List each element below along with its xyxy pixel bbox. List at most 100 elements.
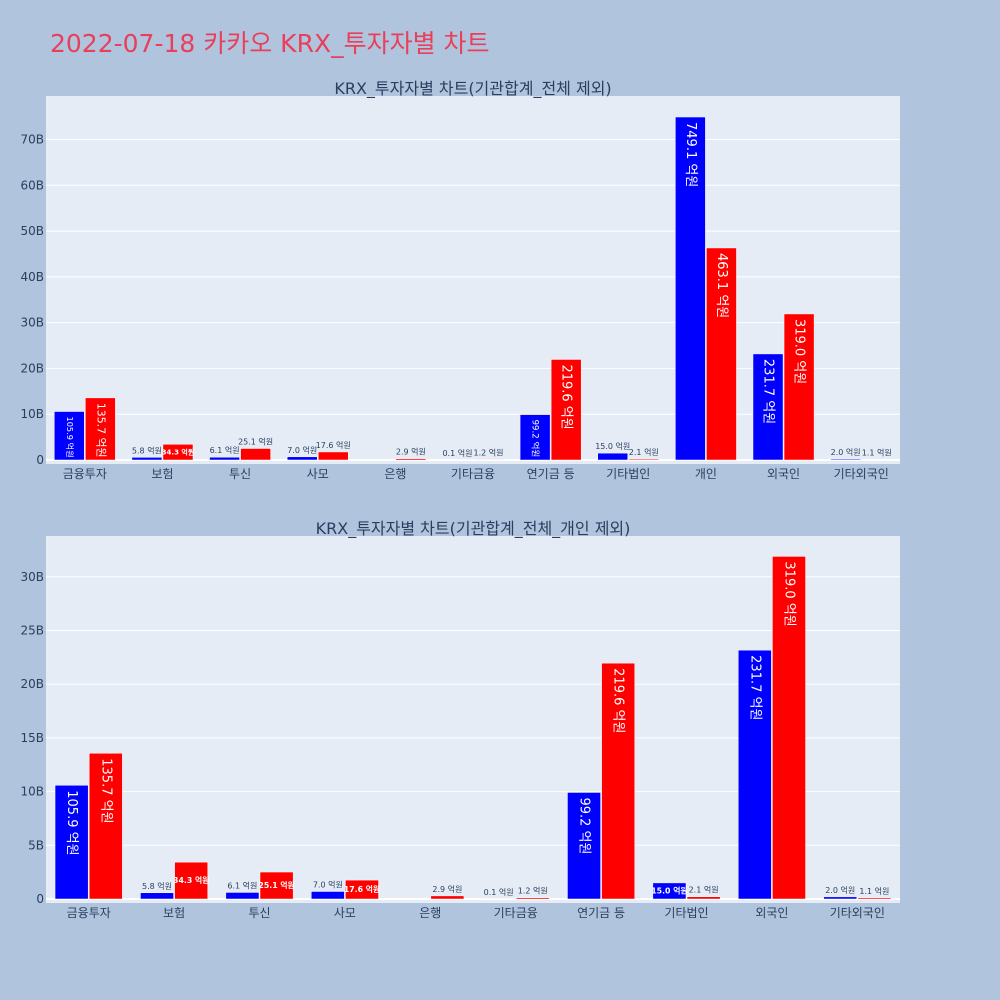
y-tick-label: 50B: [20, 224, 44, 238]
y-tick-label: 5B: [28, 838, 44, 852]
data-label: 34.3 억원: [173, 875, 209, 885]
x-tick-label: 금융투자: [63, 467, 107, 481]
data-label: 2.0 억원: [825, 885, 855, 895]
plot-area: [46, 536, 900, 903]
bar: [317, 451, 349, 461]
bar: [675, 116, 706, 461]
bar: [54, 411, 85, 461]
bar: [85, 397, 116, 461]
data-label: 15.0 억원: [595, 441, 630, 451]
y-tick-label: 20B: [20, 677, 44, 691]
data-label: 231.7 억원: [747, 655, 762, 720]
data-label: 319.0 억원: [792, 319, 807, 384]
bar: [830, 458, 861, 461]
data-label: 17.6 억원: [344, 884, 380, 894]
bar: [652, 882, 687, 900]
data-label: 5.8 억원: [142, 881, 172, 891]
data-label: 0.1 억원: [442, 448, 472, 458]
bar: [162, 444, 194, 461]
data-label: 99.2 억원: [577, 797, 592, 854]
y-tick-label: 30B: [20, 570, 44, 584]
x-tick-label: 사모: [334, 906, 356, 920]
data-label: 219.6 억원: [559, 364, 574, 429]
bar: [686, 896, 721, 900]
y-tick-label: 10B: [20, 785, 44, 799]
bar: [430, 895, 465, 900]
x-tick-label: 외국인: [755, 906, 788, 920]
data-label: 749.1 억원: [683, 122, 698, 187]
data-label: 2.1 억원: [629, 447, 659, 457]
bar: [752, 353, 784, 461]
bar: [823, 896, 858, 900]
x-tick-label: 기타외국인: [830, 906, 885, 920]
x-tick-label: 투신: [229, 467, 251, 481]
data-label: 2.1 억원: [689, 885, 719, 895]
bar: [209, 456, 240, 461]
data-label: 15.0 억원: [651, 885, 687, 895]
data-label: 6.1 억원: [210, 445, 240, 455]
data-label: 25.1 억원: [258, 880, 294, 890]
data-label: 5.8 억원: [132, 445, 162, 455]
data-label: 105.9 억원: [64, 790, 79, 855]
bar: [597, 452, 629, 461]
x-tick-label: 외국인: [767, 467, 800, 481]
x-tick-label: 기타금융: [494, 906, 538, 920]
x-tick-label: 은행: [384, 466, 406, 481]
data-label: 17.6 억원: [316, 440, 351, 450]
bar: [861, 459, 892, 461]
chart-title: KRX_투자자별 차트(기관합계_전체_개인 제외): [316, 519, 631, 539]
x-tick-label: 기타금융: [451, 467, 495, 481]
bar: [140, 892, 174, 900]
bar: [131, 457, 163, 461]
data-label: 1.2 억원: [474, 447, 504, 457]
data-label: 463.1 억원: [714, 253, 729, 318]
bar: [519, 414, 551, 461]
data-label: 1.2 억원: [518, 886, 548, 896]
bar: [240, 448, 271, 461]
bar: [310, 891, 345, 900]
bar: [515, 897, 550, 900]
x-tick-label: 금융투자: [67, 906, 111, 920]
data-label: 1.1 억원: [859, 886, 889, 896]
y-tick-label: 60B: [20, 178, 44, 192]
chart-title: KRX_투자자별 차트(기관합계_전체 제외): [334, 79, 611, 99]
y-tick-label: 25B: [20, 624, 44, 638]
data-label: 135.7 억원: [94, 403, 107, 458]
data-label: 25.1 억원: [238, 437, 273, 447]
data-label: 34.3 억원: [162, 448, 195, 457]
bar: [601, 662, 636, 900]
x-tick-label: 보험: [163, 906, 185, 920]
bar: [567, 792, 601, 900]
x-tick-label: 은행: [419, 905, 441, 920]
bar: [772, 556, 806, 900]
data-label: 99.2 억원: [530, 420, 542, 458]
x-tick-label: 기타법인: [606, 467, 650, 481]
bar: [550, 359, 582, 461]
y-tick-label: 15B: [20, 731, 44, 745]
data-label: 6.1 억원: [227, 880, 257, 890]
x-tick-label: 연기금 등: [577, 906, 625, 920]
chart-2: 0 5B 10B 15B 20B 25B 30B KRX_투자자별 차트(기관합계_전체_개인…: [20, 519, 900, 920]
bar: [737, 649, 772, 900]
data-label: 2.9 억원: [396, 447, 426, 457]
bar: [783, 313, 815, 461]
y-tick-label: 70B: [20, 132, 44, 146]
page-title: 2022-07-18 카카오 KRX_투자자별 차트: [50, 29, 490, 58]
bar: [706, 247, 737, 461]
bar: [395, 458, 427, 461]
x-tick-label: 투신: [248, 906, 270, 920]
bar: [259, 871, 294, 900]
x-tick-label: 연기금 등: [527, 467, 575, 481]
bar: [174, 861, 209, 900]
bar: [286, 456, 318, 461]
y-tick-label: 20B: [20, 361, 44, 375]
x-tick-label: 기타외국인: [834, 467, 889, 481]
x-tick-label: 기타법인: [664, 906, 708, 920]
y-tick-label: 0: [36, 892, 44, 906]
y-tick-label: 0: [36, 453, 44, 467]
data-label: 135.7 억원: [98, 758, 113, 823]
bar: [88, 753, 123, 900]
x-tick-label: 사모: [307, 467, 329, 481]
bar: [628, 458, 660, 461]
